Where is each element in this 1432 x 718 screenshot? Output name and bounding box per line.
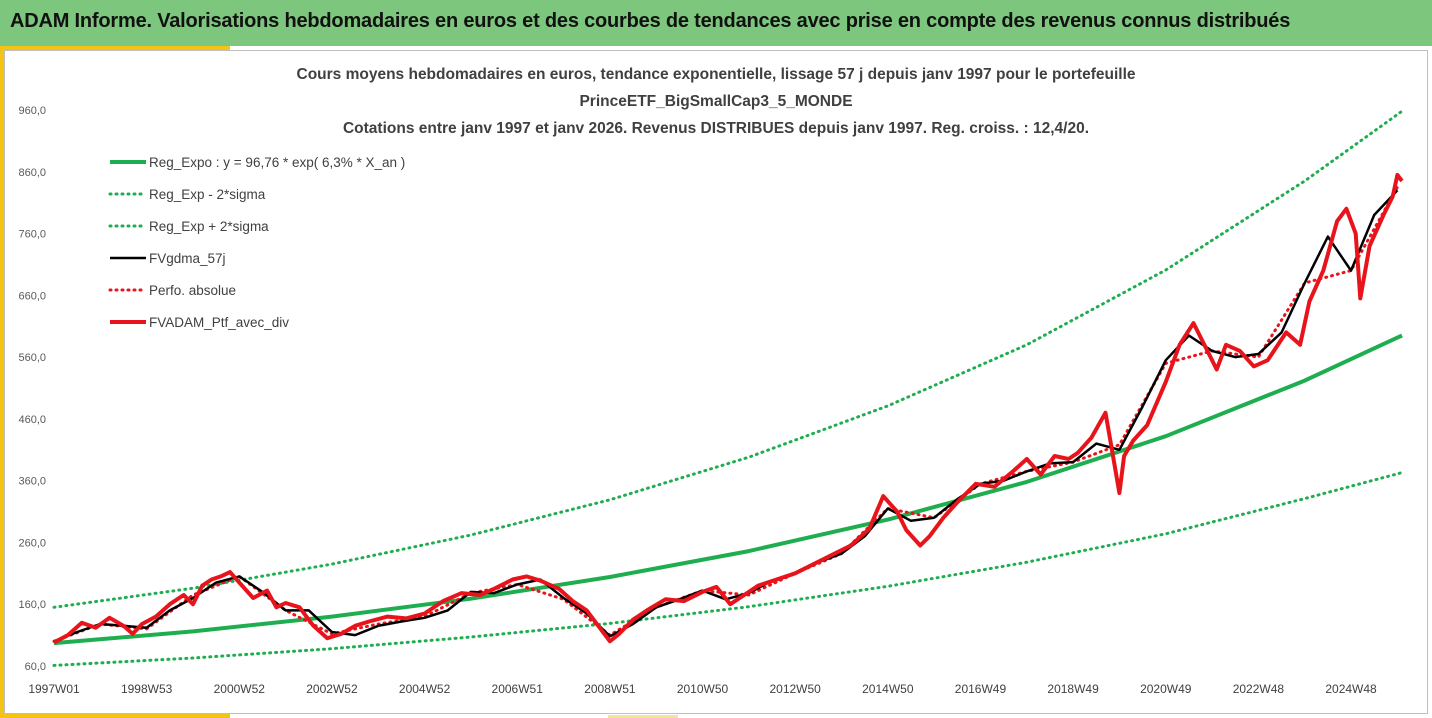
y-tick-label: 460,0 <box>18 414 46 426</box>
series-layer <box>52 109 1404 667</box>
chart-title-line-3: Cotations entre janv 1997 et janv 2026. … <box>342 120 1090 137</box>
legend-label: Perfo. absolue <box>149 283 236 298</box>
x-tick-label: 2006W51 <box>492 682 544 696</box>
y-tick-label: 660,0 <box>18 290 46 302</box>
y-tick-label: 360,0 <box>18 476 46 488</box>
legend-label: Reg_Exp - 2*sigma <box>149 187 266 202</box>
x-axis: 1997W01 1998W53 2000W52 2002W52 2004W52 2006W… <box>28 682 1377 696</box>
legend: Reg_Expo : y = 96,76 * exp( 6,3% * X_an … <box>108 155 405 330</box>
chart-title-line-1: Cours moyens hebdomadaires en euros, ten… <box>296 66 1136 83</box>
series-line-0 <box>53 333 1403 646</box>
chart-title-line-2: PrinceETF_BigSmallCap3_5_MONDE <box>579 93 853 110</box>
series-line-2 <box>52 109 1404 609</box>
y-tick-label: 60,0 <box>25 661 46 673</box>
legend-label: Reg_Exp + 2*sigma <box>149 219 269 234</box>
x-tick-label: 2012W50 <box>769 682 821 696</box>
x-tick-label: 2024W48 <box>1325 682 1377 696</box>
x-tick-label: 2008W51 <box>584 682 636 696</box>
legend-label: FVgdma_57j <box>149 251 226 266</box>
x-tick-label: 2000W52 <box>214 682 266 696</box>
series-line-3 <box>53 189 1399 643</box>
x-tick-label: 1997W01 <box>28 682 80 696</box>
x-tick-label: 2004W52 <box>399 682 451 696</box>
accent-bar-top <box>0 46 230 50</box>
series-line-4 <box>52 185 1399 643</box>
y-tick-label: 260,0 <box>18 537 46 549</box>
series-line-1 <box>52 471 1404 667</box>
x-tick-label: 2010W50 <box>677 682 729 696</box>
accent-bar-bottom-secondary <box>608 715 678 718</box>
y-tick-label: 960,0 <box>18 105 46 117</box>
x-tick-label: 2022W48 <box>1233 682 1285 696</box>
x-tick-label: 2020W49 <box>1140 682 1192 696</box>
accent-bar-left <box>0 46 4 718</box>
y-tick-label: 760,0 <box>18 229 46 241</box>
x-tick-label: 2018W49 <box>1047 682 1099 696</box>
x-tick-label: 1998W53 <box>121 682 173 696</box>
x-tick-label: 2016W49 <box>955 682 1007 696</box>
accent-bar-bottom <box>0 714 230 718</box>
y-tick-label: 160,0 <box>18 599 46 611</box>
report-banner: ADAM Informe. Valorisations hebdomadaire… <box>0 0 1432 46</box>
y-tick-label: 860,0 <box>18 167 46 179</box>
legend-label: Reg_Expo : y = 96,76 * exp( 6,3% * X_an … <box>149 155 405 170</box>
report-title: ADAM Informe. Valorisations hebdomadaire… <box>10 10 1291 32</box>
series-line-5 <box>53 172 1404 645</box>
x-tick-label: 2014W50 <box>862 682 914 696</box>
chart-frame <box>4 50 1428 714</box>
legend-label: FVADAM_Ptf_avec_div <box>149 315 289 330</box>
y-tick-label: 560,0 <box>18 352 46 364</box>
x-tick-label: 2002W52 <box>306 682 358 696</box>
y-axis: 960,0 860,0 760,0 660,0 560,0 460,0 360,0 260,0… <box>18 105 46 673</box>
